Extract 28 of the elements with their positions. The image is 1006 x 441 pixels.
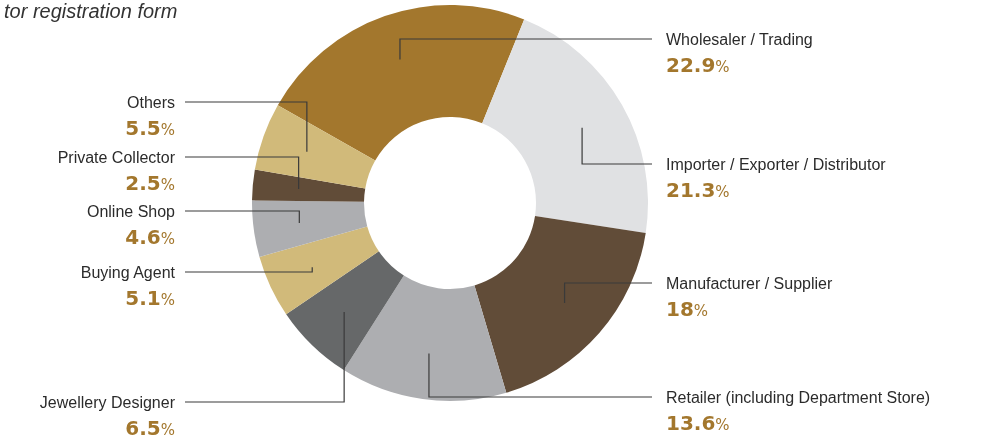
donut-slice xyxy=(252,169,366,202)
data-label: 13.6% xyxy=(666,411,730,435)
data-label: 6.5% xyxy=(125,416,175,440)
donut-slice xyxy=(252,200,368,257)
slice-label: Online Shop xyxy=(86,203,176,220)
donut-slice xyxy=(482,19,648,233)
slice-label: Manufacturer / Supplier xyxy=(666,275,833,292)
slice-label: Retailer (including Department Store) xyxy=(666,389,931,406)
data-label: 21.3% xyxy=(666,178,730,202)
data-label: 5.1% xyxy=(125,286,175,310)
donut-slice xyxy=(474,215,646,393)
chart-title: tor registration form xyxy=(4,0,178,22)
slice-label: Private Collector xyxy=(57,149,176,166)
slice-label: Importer / Exporter / Distributor xyxy=(666,156,887,173)
slice-label: Buying Agent xyxy=(80,264,176,281)
data-label: 4.6% xyxy=(125,225,175,249)
data-label: 22.9% xyxy=(666,53,730,77)
slice-label: Wholesaler / Trading xyxy=(666,31,813,48)
slice-label: Jewellery Designer xyxy=(39,394,176,411)
donut-slice xyxy=(343,275,507,401)
data-label: 18% xyxy=(666,297,709,321)
data-label: 5.5% xyxy=(125,116,175,140)
donut-slice xyxy=(254,105,376,189)
donut-slice xyxy=(259,226,379,315)
data-label: 2.5% xyxy=(125,171,175,195)
slice-label: Others xyxy=(126,94,175,111)
donut-slice xyxy=(286,251,404,371)
donut-slice xyxy=(277,5,525,161)
